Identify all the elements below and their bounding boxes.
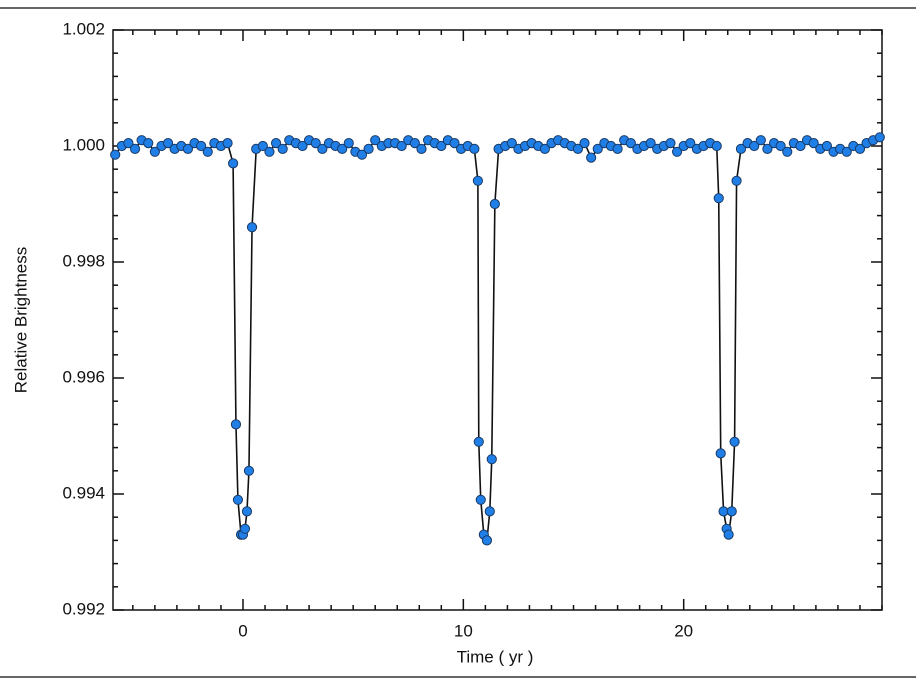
y-tick-label: 0.996 [62,367,105,386]
data-point [625,138,636,149]
data-point [143,138,154,149]
data-point [472,175,483,186]
data-point [795,140,806,152]
data-point [586,152,597,163]
y-tick-label: 0.992 [62,599,105,618]
data-point [592,143,603,154]
data-point [671,146,683,157]
data-point [370,135,381,146]
data-point [854,143,866,154]
data-point [579,138,590,149]
data-point [257,140,268,152]
data-point [484,506,495,517]
data-point [685,138,696,149]
data-point [243,465,255,476]
data-point [356,149,368,160]
data-point [182,143,194,154]
data-point [270,138,282,149]
x-tick-label: 10 [454,621,473,640]
plot-frame [112,29,883,611]
data-point [665,138,676,149]
data-point [715,448,726,459]
data-point [230,419,242,430]
data-point [489,198,500,210]
series-line [114,136,881,544]
data-point [486,454,497,465]
data-point [762,143,773,154]
x-tick-label: 20 [674,621,693,640]
x-axis-label: Time ( yr ) [457,647,534,666]
data-point [416,143,427,154]
data-point [775,140,786,152]
data-point [841,146,852,157]
data-point [645,138,656,149]
data-point [782,146,793,157]
data-point [469,143,480,154]
data-point [363,143,374,154]
data-point [196,140,207,152]
data-point [723,529,734,540]
data-point [317,143,328,154]
data-point [731,175,742,186]
data-point [343,138,354,149]
data-point [735,143,747,154]
data-point [481,535,493,546]
data-point [612,143,623,154]
data-point [162,138,174,149]
data-point [337,143,348,154]
data-point [239,523,251,534]
data-point [475,494,486,505]
data-point [874,132,885,143]
data-point [297,140,308,152]
y-tick-label: 0.998 [62,251,105,270]
data-point [821,140,833,152]
data-point [264,146,275,157]
data-point [506,138,517,149]
data-point [729,436,740,447]
data-point [246,222,258,233]
y-axis-label: Relative Brightness [11,247,30,393]
y-tick-label: 1.000 [62,135,105,154]
data-point [241,506,253,517]
data-point [808,138,819,149]
x-tick-label: 0 [238,621,247,640]
y-tick-label: 0.994 [62,483,105,502]
data-point [449,138,460,149]
data-point [123,138,134,149]
data-point [726,506,737,517]
data-point [711,140,722,152]
data-point [227,158,239,169]
data-point [396,140,407,152]
data-point [222,138,233,149]
data-point [232,494,244,505]
data-point [149,146,160,157]
data-point [713,193,724,204]
data-point [310,138,321,149]
data-point [129,143,141,154]
data-point [749,140,760,152]
data-point [473,436,484,447]
data-point [572,143,584,154]
data-point [202,146,213,157]
y-tick-label: 1.002 [62,19,105,38]
data-point [277,143,288,154]
data-point [110,149,121,160]
data-point [539,143,550,154]
data-point [436,140,447,152]
data-point [409,138,420,149]
data-point [755,135,766,146]
